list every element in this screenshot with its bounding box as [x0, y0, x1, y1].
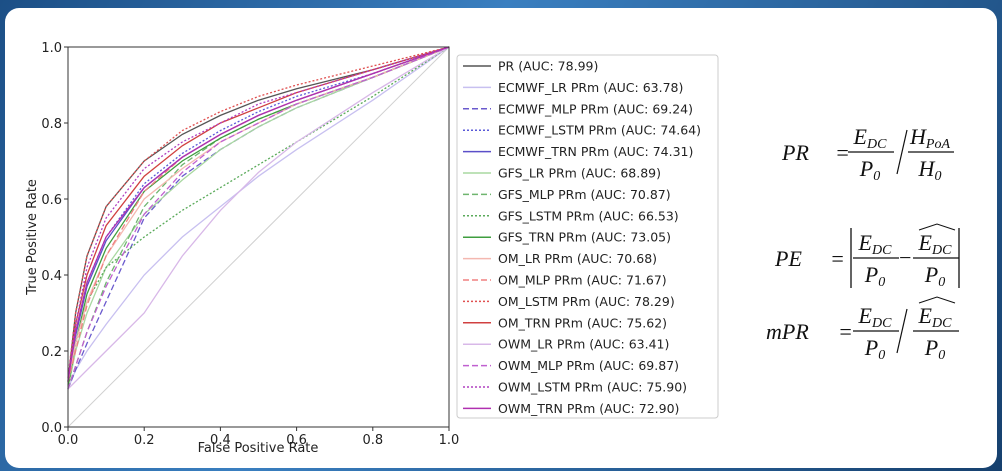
- x-tick-label: 0.4: [210, 433, 231, 448]
- roc-curve: [67, 46, 450, 382]
- eq-symbol: P: [924, 335, 938, 360]
- eq-denominator: P0: [864, 335, 885, 363]
- y-tick-label: 0.8: [41, 117, 62, 132]
- roc-curve: [67, 46, 450, 378]
- eq-sign: =: [835, 140, 850, 165]
- eq-symbol: P: [924, 262, 938, 287]
- legend-label: OWM_TRN PRm (AUC: 72.90): [498, 401, 679, 416]
- chance-line: [67, 46, 450, 428]
- eq-symbol: E: [858, 303, 873, 328]
- eq-symbol: H: [918, 156, 936, 181]
- eq-subscript: DC: [931, 243, 952, 258]
- plot-frame: [67, 46, 450, 428]
- eq-numerator: HPoA: [909, 124, 950, 152]
- legend-label: OM_MLP PRm (AUC: 71.67): [498, 273, 667, 288]
- eq-denominator: H0: [918, 156, 942, 184]
- eq-subscript: 0: [873, 169, 880, 184]
- legend-label: ECMWF_LSTM PRm (AUC: 74.64): [498, 123, 701, 138]
- eq-lhs: mPR: [766, 319, 809, 344]
- legend-label: GFS_LSTM PRm (AUC: 66.53): [498, 208, 679, 223]
- legend-label: OWM_MLP PRm (AUC: 69.87): [498, 358, 679, 373]
- y-tick-label: 1.0: [41, 41, 62, 56]
- y-axis-label: True Positive Rate: [25, 179, 40, 296]
- eq-sign: =: [830, 246, 845, 271]
- eq-subscript: DC: [931, 316, 952, 331]
- eq-symbol: E: [918, 230, 933, 255]
- eq-symbol: P: [864, 262, 878, 287]
- legend-label: OM_LR PRm (AUC: 70.68): [498, 251, 657, 266]
- legend-label: GFS_LR PRm (AUC: 68.89): [498, 166, 661, 181]
- legend-label: ECMWF_TRN PRm (AUC: 74.31): [498, 144, 693, 159]
- eq-symbol: P: [859, 156, 873, 181]
- roc-curve: [67, 46, 450, 382]
- y-tick-label: 0.0: [41, 421, 62, 436]
- eq-sign: =: [838, 319, 853, 344]
- hat: [918, 223, 956, 231]
- x-tick-label: 1.0: [439, 433, 460, 448]
- roc-curve: [67, 46, 450, 390]
- eq-subscript: 0: [878, 348, 885, 363]
- eq-numerator: EDC: [918, 230, 953, 258]
- eq-denominator: P0: [924, 262, 945, 290]
- roc-curve: [67, 46, 450, 390]
- eq-numerator: EDC: [853, 124, 888, 152]
- eq-denominator: P0: [859, 156, 880, 184]
- y-tick-label: 0.4: [41, 269, 62, 284]
- eq-subscript: 0: [938, 348, 945, 363]
- x-tick-label: 0.8: [362, 433, 383, 448]
- hat: [918, 296, 956, 304]
- x-tick-label: 0.2: [134, 433, 155, 448]
- x-axis-label: False Positive Rate: [198, 441, 319, 456]
- legend-label: OWM_LR PRm (AUC: 63.41): [498, 337, 669, 352]
- eq-denominator: P0: [864, 262, 885, 290]
- eq-subscript: DC: [871, 316, 892, 331]
- legend-box: [456, 54, 719, 419]
- eq-slash: [896, 129, 908, 175]
- eq-numerator: EDC: [918, 303, 953, 331]
- eq-numerator: EDC: [858, 230, 893, 258]
- eq-subscript: 0: [878, 275, 885, 290]
- x-tick-label: 0.6: [286, 433, 307, 448]
- eq-lhs: PE: [774, 246, 802, 271]
- eq-symbol: E: [858, 230, 873, 255]
- eq-subscript: PoA: [925, 137, 951, 152]
- eq-symbol: E: [918, 303, 933, 328]
- legend-label: OM_LSTM PRm (AUC: 78.29): [498, 294, 675, 309]
- legend-label: ECMWF_LR PRm (AUC: 63.78): [498, 80, 683, 95]
- roc-curve: [67, 46, 450, 390]
- legend-label: ECMWF_MLP PRm (AUC: 69.24): [498, 101, 693, 116]
- y-tick-label: 0.6: [41, 193, 62, 208]
- eq-lhs: PR: [781, 140, 809, 165]
- eq-denominator: P0: [924, 335, 945, 363]
- roc-curve: [67, 46, 450, 382]
- x-tick-label: 0.0: [58, 433, 79, 448]
- eq-operator: −: [898, 245, 913, 270]
- eq-symbol: E: [853, 124, 868, 149]
- eq-symbol: H: [909, 124, 927, 149]
- legend-label: PR (AUC: 78.99): [498, 59, 598, 74]
- legend-label: OM_TRN PRm (AUC: 75.62): [498, 315, 667, 330]
- y-tick-label: 0.2: [41, 345, 62, 360]
- roc-curve: [67, 46, 450, 378]
- eq-slash: [896, 308, 908, 354]
- legend-label: GFS_MLP PRm (AUC: 70.87): [498, 187, 671, 202]
- eq-subscript: DC: [866, 137, 887, 152]
- eq-subscript: DC: [871, 243, 892, 258]
- roc-curve: [67, 46, 450, 390]
- eq-subscript: 0: [938, 275, 945, 290]
- eq-subscript: 0: [934, 169, 941, 184]
- roc-curve: [67, 46, 450, 390]
- legend-label: OWM_LSTM PRm (AUC: 75.90): [498, 380, 687, 395]
- legend-label: GFS_TRN PRm (AUC: 73.05): [498, 230, 671, 245]
- eq-symbol: P: [864, 335, 878, 360]
- eq-numerator: EDC: [858, 303, 893, 331]
